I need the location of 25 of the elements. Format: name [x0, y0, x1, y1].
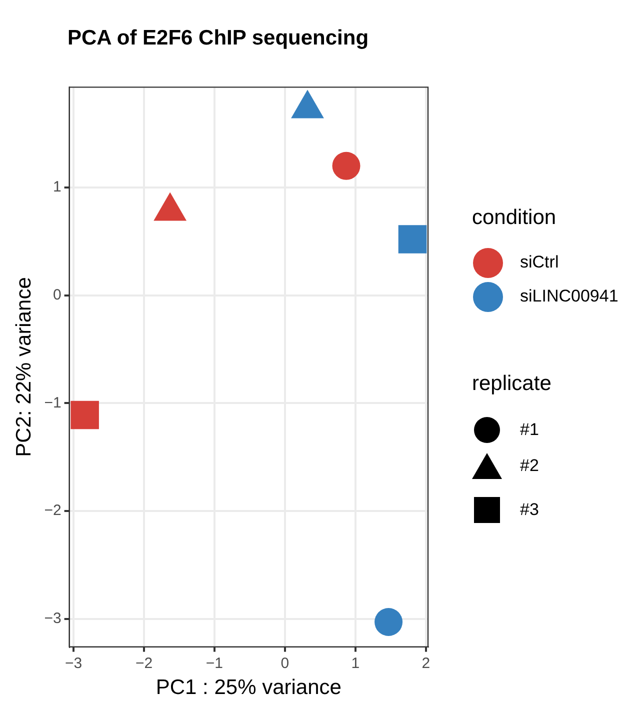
y-tick-label: 0: [52, 286, 62, 304]
chart-title: PCA of E2F6 ChIP sequencing: [67, 26, 369, 50]
point: [332, 152, 360, 180]
text: #1: [520, 420, 539, 440]
legend-label: siCtrl: [520, 252, 559, 272]
x-tick-label: 2: [422, 654, 430, 672]
x-axis-title: PC1 : 25% variance: [156, 676, 342, 700]
y-tick-label: 1: [52, 178, 62, 196]
text: #2: [520, 456, 539, 476]
x-tick-label: −1: [206, 654, 224, 672]
y-tick-label: −2: [44, 502, 62, 520]
point: [398, 225, 427, 254]
point: [374, 608, 403, 636]
legend-title: condition: [472, 206, 556, 229]
x-tick-label: 0: [280, 654, 290, 672]
y-tick-label: −3: [44, 610, 62, 627]
y-axis-title: PC2: 22% variance: [12, 277, 36, 457]
text: replicate: [472, 372, 552, 396]
x-tick-label: −3: [64, 654, 82, 672]
x-tick-label: 1: [351, 654, 360, 672]
y-tick-label: −1: [44, 394, 62, 412]
legend-label: siLINC00941: [520, 286, 618, 306]
text: #3: [520, 500, 539, 520]
x-tick-label: −2: [135, 654, 153, 672]
point: [70, 400, 99, 430]
